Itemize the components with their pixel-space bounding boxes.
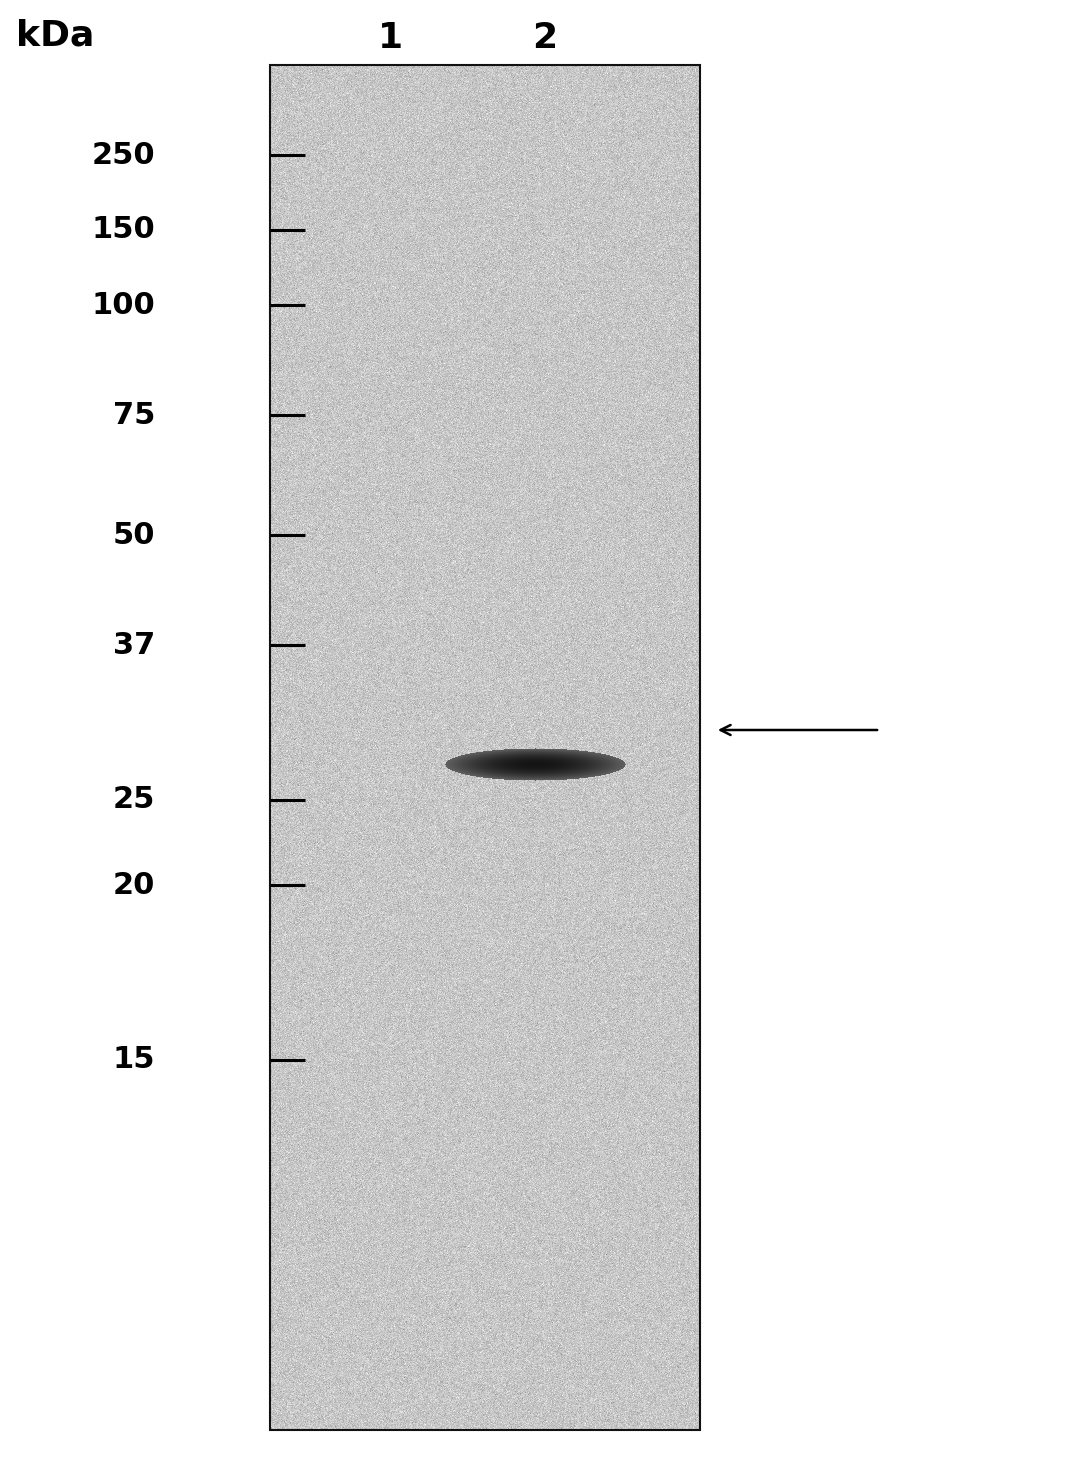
Text: 25: 25 [112, 786, 156, 814]
Text: 100: 100 [91, 290, 156, 319]
Text: 50: 50 [112, 521, 156, 549]
Text: 1: 1 [377, 21, 403, 54]
Text: kDa: kDa [16, 18, 94, 52]
Text: 2: 2 [532, 21, 557, 54]
Text: 150: 150 [91, 215, 156, 244]
Text: 250: 250 [92, 140, 156, 169]
Bar [270, 65, 700, 1429]
Text: 37: 37 [112, 630, 156, 659]
Text: 20: 20 [112, 870, 156, 899]
Text: 75: 75 [112, 400, 156, 430]
Text: 15: 15 [112, 1045, 156, 1075]
